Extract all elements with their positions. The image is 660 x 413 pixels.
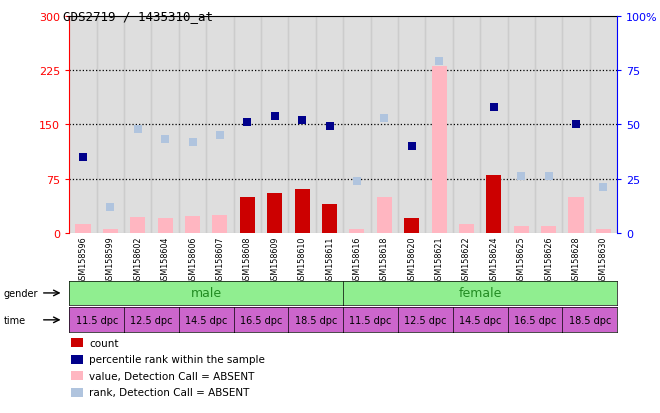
Text: 12.5 dpc: 12.5 dpc xyxy=(130,315,173,325)
Bar xyxy=(179,17,207,233)
Text: 11.5 dpc: 11.5 dpc xyxy=(349,315,392,325)
Bar xyxy=(152,17,179,233)
Point xyxy=(543,173,554,180)
Point xyxy=(160,137,170,143)
Bar xyxy=(404,219,419,233)
Text: value, Detection Call = ABSENT: value, Detection Call = ABSENT xyxy=(89,371,255,381)
Text: 16.5 dpc: 16.5 dpc xyxy=(240,315,282,325)
Bar xyxy=(541,226,556,233)
Text: time: time xyxy=(3,315,26,325)
Text: 11.5 dpc: 11.5 dpc xyxy=(75,315,118,325)
Text: 18.5 dpc: 18.5 dpc xyxy=(568,315,611,325)
Point xyxy=(352,178,362,185)
Point xyxy=(488,104,499,111)
Point xyxy=(571,121,581,128)
Point xyxy=(434,59,444,65)
Bar xyxy=(453,17,480,233)
Bar xyxy=(69,17,96,233)
Bar xyxy=(459,225,474,233)
Bar xyxy=(596,230,611,233)
Text: rank, Detection Call = ABSENT: rank, Detection Call = ABSENT xyxy=(89,387,249,397)
Bar xyxy=(294,190,310,233)
Bar xyxy=(124,17,152,233)
Bar xyxy=(103,230,118,233)
Text: gender: gender xyxy=(3,288,38,298)
Bar xyxy=(288,17,316,233)
Text: 18.5 dpc: 18.5 dpc xyxy=(294,315,337,325)
Point xyxy=(297,117,308,124)
Point xyxy=(78,154,88,161)
Bar xyxy=(234,17,261,233)
Bar xyxy=(486,176,502,233)
Text: 14.5 dpc: 14.5 dpc xyxy=(459,315,502,325)
Bar xyxy=(562,17,590,233)
Text: 16.5 dpc: 16.5 dpc xyxy=(513,315,556,325)
Bar xyxy=(398,17,426,233)
Bar xyxy=(343,17,371,233)
Bar xyxy=(213,215,228,233)
Text: 12.5 dpc: 12.5 dpc xyxy=(404,315,447,325)
Point xyxy=(379,115,389,122)
Text: percentile rank within the sample: percentile rank within the sample xyxy=(89,354,265,364)
Bar xyxy=(426,17,453,233)
Bar xyxy=(158,219,173,233)
Bar xyxy=(322,204,337,233)
Point xyxy=(214,133,225,139)
Bar xyxy=(513,226,529,233)
Text: 14.5 dpc: 14.5 dpc xyxy=(185,315,228,325)
Point xyxy=(105,204,115,211)
Text: male: male xyxy=(191,287,222,300)
Text: count: count xyxy=(89,338,119,348)
Bar xyxy=(377,197,392,233)
Bar xyxy=(590,17,617,233)
Bar xyxy=(207,17,234,233)
Point xyxy=(133,126,143,133)
Bar xyxy=(535,17,562,233)
Point xyxy=(242,119,253,126)
Bar xyxy=(75,225,90,233)
Point xyxy=(187,139,198,146)
Bar xyxy=(267,194,282,233)
Bar xyxy=(130,217,145,233)
Bar xyxy=(480,17,508,233)
Bar xyxy=(240,197,255,233)
Bar xyxy=(97,17,124,233)
Bar xyxy=(432,67,447,233)
Bar xyxy=(261,17,288,233)
Text: female: female xyxy=(459,287,502,300)
Text: GDS2719 / 1435310_at: GDS2719 / 1435310_at xyxy=(63,10,213,23)
Bar xyxy=(316,17,343,233)
Bar xyxy=(508,17,535,233)
Point xyxy=(324,124,335,131)
Point xyxy=(407,143,417,150)
Bar xyxy=(185,216,200,233)
Bar xyxy=(568,197,583,233)
Bar xyxy=(349,230,364,233)
Point xyxy=(516,173,527,180)
Point xyxy=(598,185,609,191)
Point xyxy=(269,113,280,120)
Bar xyxy=(371,17,398,233)
